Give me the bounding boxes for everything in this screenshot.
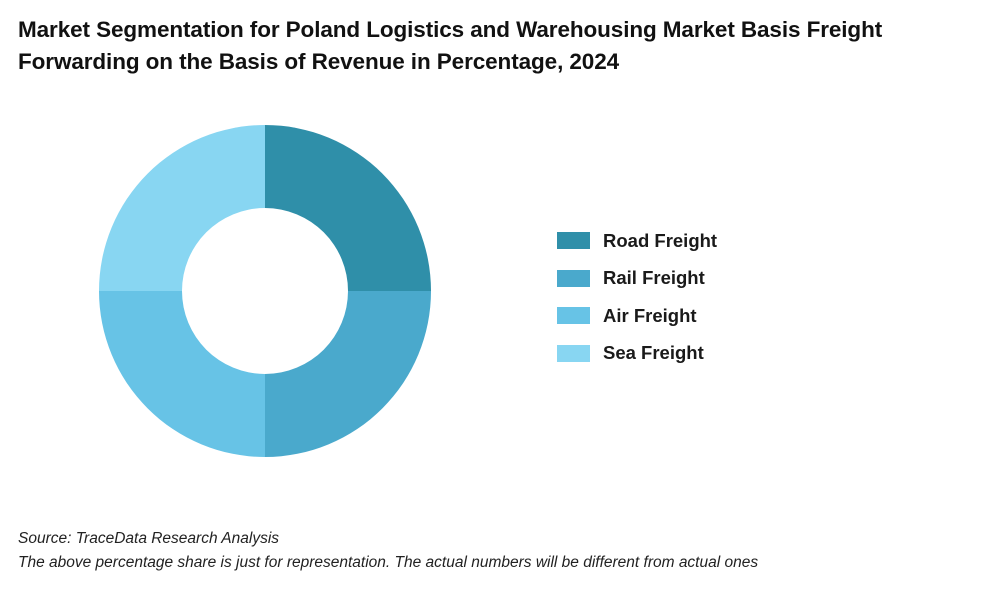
slice-road-freight — [265, 125, 431, 291]
disclaimer-note: The above percentage share is just for r… — [18, 554, 759, 571]
legend-label-air-freight: Air Freight — [603, 304, 697, 326]
donut-slices — [99, 125, 431, 457]
legend-item-road-freight: Road Freight — [557, 222, 717, 260]
slice-sea-freight — [99, 125, 265, 291]
slice-rail-freight — [265, 291, 431, 457]
legend-swatch-road-freight — [557, 232, 590, 250]
legend-item-rail-freight: Rail Freight — [557, 260, 717, 298]
legend-label-rail-freight: Rail Freight — [603, 267, 705, 289]
source-note: Source: TraceData Research Analysis — [18, 530, 280, 547]
legend-swatch-rail-freight — [557, 269, 590, 287]
chart-title: Market Segmentation for Poland Logistics… — [18, 17, 883, 74]
legend-item-sea-freight: Sea Freight — [557, 335, 717, 373]
legend-label-sea-freight: Sea Freight — [603, 342, 704, 364]
legend-label-road-freight: Road Freight — [603, 229, 718, 251]
chart-footer: Source: TraceData Research Analysis The … — [18, 527, 758, 575]
legend-swatch-sea-freight — [557, 344, 590, 362]
legend-item-air-freight: Air Freight — [557, 297, 717, 335]
legend-swatch-air-freight — [557, 307, 590, 325]
chart-legend: Road Freight Rail Freight Air Freight Sea F… — [557, 222, 717, 372]
slice-air-freight — [99, 291, 265, 457]
